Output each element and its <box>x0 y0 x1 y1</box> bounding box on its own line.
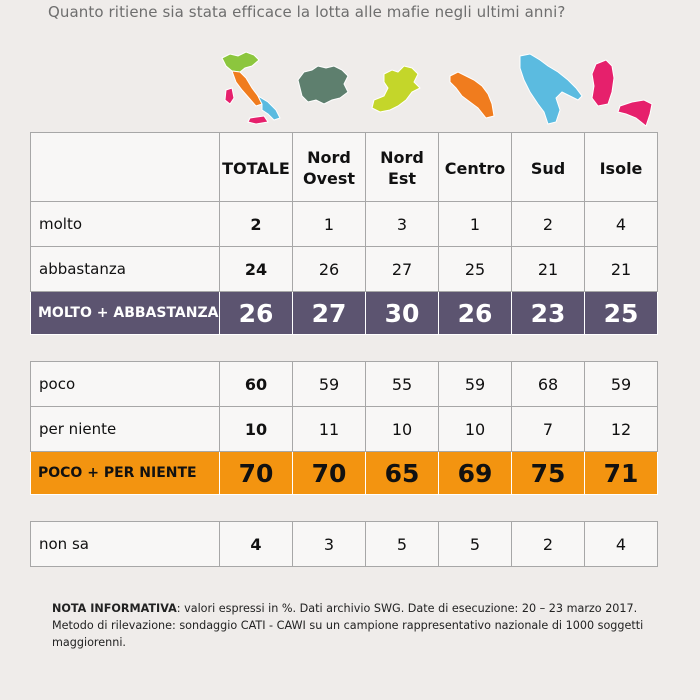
cell-value: 21 <box>584 246 658 292</box>
cell-value: 3 <box>292 521 366 567</box>
cell-value: 59 <box>438 361 512 407</box>
cell-value: 4 <box>584 521 658 567</box>
cell-value: 4 <box>584 201 658 247</box>
region-maps <box>221 51 653 127</box>
map-nord-est-icon <box>371 65 421 113</box>
cell-value: 10 <box>365 406 439 452</box>
cell-value: 26 <box>292 246 366 292</box>
cell-value: 27 <box>365 246 439 292</box>
row-label: non sa <box>30 521 220 567</box>
row-label: per niente <box>30 406 220 452</box>
header-empty-cell <box>30 132 220 204</box>
cell-value: 2 <box>511 521 585 567</box>
cell-value: 21 <box>511 246 585 292</box>
map-sud-icon <box>519 53 583 125</box>
row-label: poco <box>30 361 220 407</box>
header-centro: Centro <box>438 132 512 204</box>
header-totale: TOTALE <box>219 132 293 204</box>
cell-value: 68 <box>511 361 585 407</box>
cell-value: 25 <box>438 246 512 292</box>
cell-value: 1 <box>292 201 366 247</box>
cell-value: 3 <box>365 201 439 247</box>
cell-value: 7 <box>511 406 585 452</box>
cell-value: 10 <box>438 406 512 452</box>
table-block-positive: molto 2 1 3 1 2 4 abbastanza 24 26 27 25… <box>30 201 658 335</box>
cell-value: 59 <box>292 361 366 407</box>
cell-value: 2 <box>511 201 585 247</box>
row-non-sa: non sa 4 3 5 5 2 4 <box>30 521 658 567</box>
cell-value: 70 <box>219 451 293 495</box>
cell-value: 5 <box>365 521 439 567</box>
map-centro-icon <box>449 71 495 119</box>
cell-value: 70 <box>292 451 366 495</box>
cell-value: 10 <box>219 406 293 452</box>
header-nord-ovest: Nord Ovest <box>292 132 366 204</box>
cell-value: 11 <box>292 406 366 452</box>
cell-value: 25 <box>584 291 658 335</box>
row-label: MOLTO + ABBASTANZA <box>30 291 220 335</box>
cell-value: 4 <box>219 521 293 567</box>
cell-value: 30 <box>365 291 439 335</box>
row-label: POCO + PER NIENTE <box>30 451 220 495</box>
cell-value: 26 <box>438 291 512 335</box>
page-title: Quanto ritiene sia stata efficace la lot… <box>48 3 566 21</box>
cell-value: 55 <box>365 361 439 407</box>
cell-value: 24 <box>219 246 293 292</box>
cell-value: 75 <box>511 451 585 495</box>
row-label: molto <box>30 201 220 247</box>
row-label: abbastanza <box>30 246 220 292</box>
cell-value: 59 <box>584 361 658 407</box>
header-nord-est: Nord Est <box>365 132 439 204</box>
cell-value: 2 <box>219 201 293 247</box>
cell-value: 65 <box>365 451 439 495</box>
map-italy-icon <box>221 51 281 125</box>
table-header: TOTALE Nord Ovest Nord Est Centro Sud Isol… <box>30 132 658 204</box>
row-molto: molto 2 1 3 1 2 4 <box>30 201 658 247</box>
cell-value: 26 <box>219 291 293 335</box>
row-poco-per-niente: POCO + PER NIENTE 70 70 65 69 75 71 <box>30 451 658 495</box>
header-sud: Sud <box>511 132 585 204</box>
row-per-niente: per niente 10 11 10 10 7 12 <box>30 406 658 452</box>
table-block-negative: poco 60 59 55 59 68 59 per niente 10 11 … <box>30 361 658 495</box>
row-molto-abbastanza: MOLTO + ABBASTANZA 26 27 30 26 23 25 <box>30 291 658 335</box>
cell-value: 69 <box>438 451 512 495</box>
cell-value: 5 <box>438 521 512 567</box>
row-abbastanza: abbastanza 24 26 27 25 21 21 <box>30 246 658 292</box>
note-text: : valori espressi in %. Dati archivio SW… <box>52 602 644 649</box>
cell-value: 27 <box>292 291 366 335</box>
table-block-non-sa: non sa 4 3 5 5 2 4 <box>30 521 658 567</box>
note-label: NOTA INFORMATIVA <box>52 602 177 615</box>
cell-value: 12 <box>584 406 658 452</box>
cell-value: 1 <box>438 201 512 247</box>
map-nord-ovest-icon <box>297 65 349 105</box>
map-isole-icon <box>591 59 653 127</box>
header-isole: Isole <box>584 132 658 204</box>
cell-value: 71 <box>584 451 658 495</box>
info-note: NOTA INFORMATIVA: valori espressi in %. … <box>52 600 662 651</box>
cell-value: 23 <box>511 291 585 335</box>
row-poco: poco 60 59 55 59 68 59 <box>30 361 658 407</box>
cell-value: 60 <box>219 361 293 407</box>
